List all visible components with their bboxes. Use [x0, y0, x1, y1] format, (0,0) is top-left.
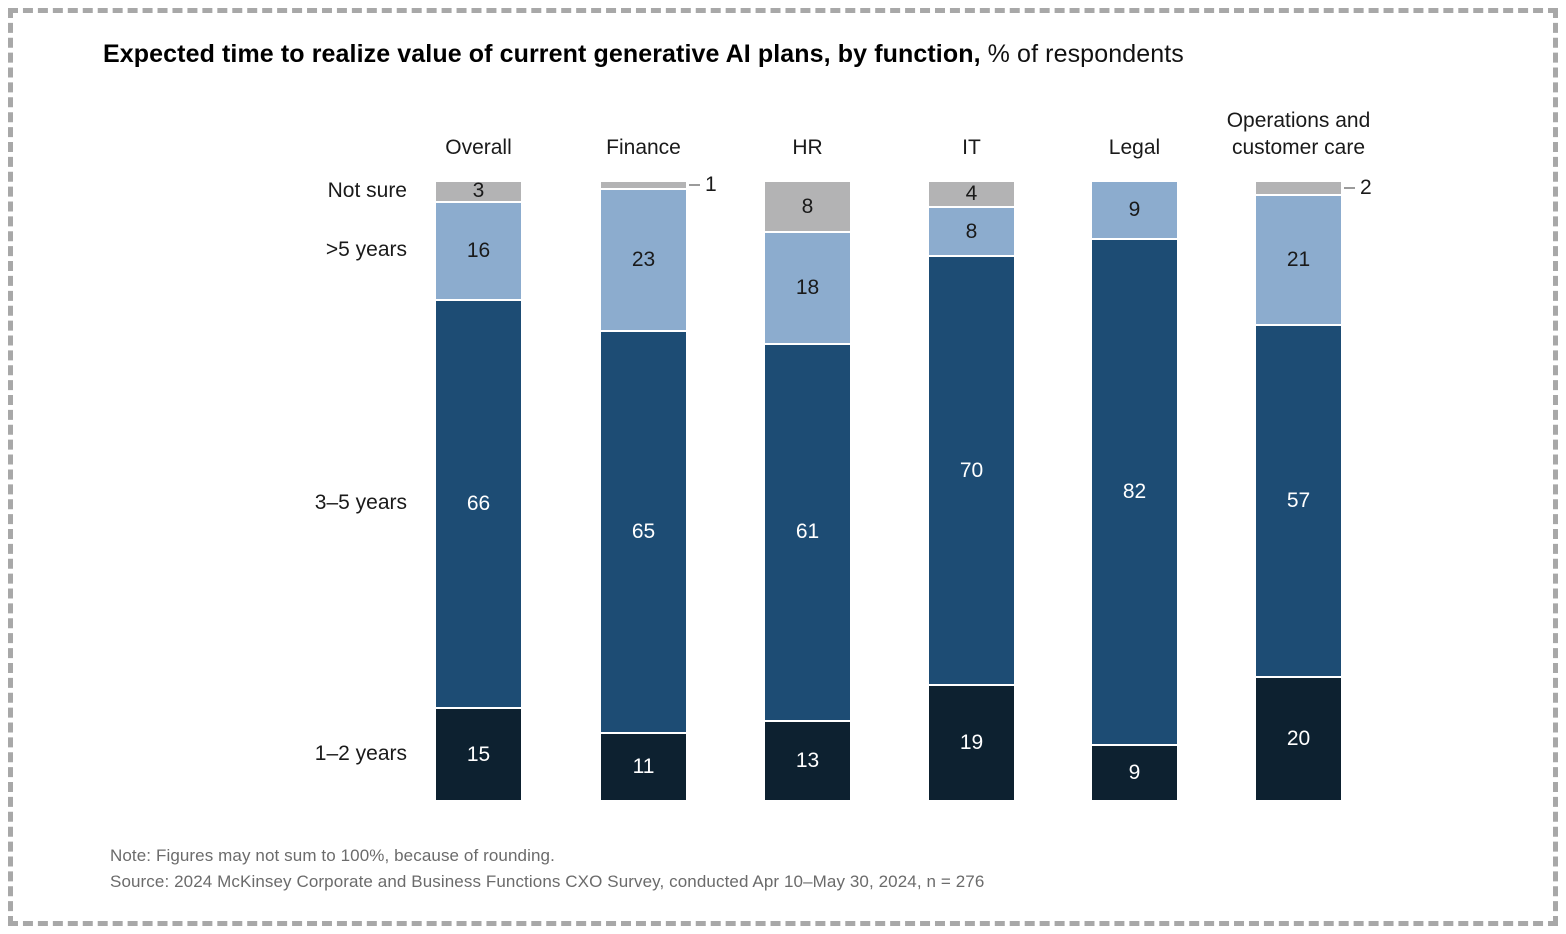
segment-value-label: 13 — [795, 748, 820, 772]
footnotes: Note: Figures may not sum to 100%, becau… — [110, 843, 984, 895]
bar-segment-finance-5-years: 23 — [601, 188, 686, 331]
segment-value-label: 9 — [1128, 761, 1141, 785]
chart-title-main: Expected time to realize value of curren… — [103, 40, 981, 68]
column-header-operations-and-customer-care: Operations and customer care — [1226, 109, 1371, 160]
column-header-it: IT — [962, 136, 981, 160]
bar-segment-it-1-2-years: 19 — [929, 683, 1014, 800]
bar-segment-finance-not-sure — [601, 182, 686, 189]
bar-column-operations-and-customer-care: 21 57 20 — [1256, 182, 1341, 800]
bar-segment-hr-1-2-years: 13 — [765, 719, 850, 800]
bar-segment-overall-5-years: 16 — [436, 200, 521, 300]
note-text: Note: Figures may not sum to 100%, becau… — [110, 846, 555, 865]
column-header-overall: Overall — [445, 136, 512, 160]
row-label-5-years: >5 years — [325, 237, 407, 261]
segment-value-label: 16 — [466, 238, 491, 262]
row-label-1-2-years: 1–2 years — [314, 741, 407, 765]
segment-value-label: 20 — [1286, 727, 1311, 751]
callout-value-label-operations-and-customer-care: 2 — [1360, 176, 1372, 200]
source-text: Source: 2024 McKinsey Corporate and Busi… — [110, 872, 985, 891]
segment-value-label: 18 — [795, 276, 820, 300]
bar-segment-operations-and-customer-care-3-5-years: 57 — [1256, 324, 1341, 677]
segment-value-label: 57 — [1286, 489, 1311, 513]
bar-segment-operations-and-customer-care-5-years: 21 — [1256, 194, 1341, 325]
bar-segment-overall-3-5-years: 66 — [436, 299, 521, 708]
row-label-3-5-years: 3–5 years — [314, 491, 407, 515]
callout-value-label-finance: 1 — [705, 173, 717, 197]
bar-column-finance: 23 65 11 — [601, 182, 686, 800]
row-label-not-sure: Not sure — [327, 179, 407, 203]
bar-segment-legal-5-years: 9 — [1092, 182, 1177, 238]
bar-column-legal: 9 82 9 — [1092, 182, 1177, 800]
bar-segment-it-not-sure: 4 — [929, 182, 1014, 207]
segment-value-label: 3 — [472, 179, 485, 203]
segment-value-label: 66 — [466, 492, 491, 516]
bar-segment-finance-1-2-years: 11 — [601, 731, 686, 800]
segment-value-label: 82 — [1122, 479, 1147, 503]
segment-value-label: 70 — [959, 458, 984, 482]
bar-segment-legal-1-2-years: 9 — [1092, 744, 1177, 800]
bar-segment-legal-3-5-years: 82 — [1092, 237, 1177, 745]
bar-segment-operations-and-customer-care-not-sure — [1256, 182, 1341, 195]
segment-value-label: 9 — [1128, 197, 1141, 221]
segment-value-label: 61 — [795, 520, 820, 544]
segment-value-label: 4 — [965, 182, 978, 206]
column-header-finance: Finance — [606, 136, 681, 160]
segment-value-label: 65 — [631, 520, 656, 544]
bar-segment-overall-1-2-years: 15 — [436, 707, 521, 800]
chart-title: Expected time to realize value of curren… — [103, 40, 1184, 69]
segment-value-label: 19 — [959, 730, 984, 754]
callout-line — [1344, 187, 1355, 190]
bar-segment-it-3-5-years: 70 — [929, 255, 1014, 684]
segment-value-label: 15 — [466, 742, 491, 766]
segment-value-label: 11 — [632, 754, 655, 778]
bar-segment-operations-and-customer-care-1-2-years: 20 — [1256, 676, 1341, 800]
segment-value-label: 8 — [801, 194, 814, 218]
bar-column-hr: 8 18 61 13 — [765, 182, 850, 800]
bar-segment-overall-not-sure: 3 — [436, 179, 521, 203]
segment-value-label: 21 — [1286, 248, 1311, 272]
callout-line — [689, 184, 700, 187]
bar-segment-hr-not-sure: 8 — [765, 182, 850, 232]
segment-value-label: 8 — [965, 219, 978, 243]
bar-segment-hr-5-years: 18 — [765, 231, 850, 343]
column-header-legal: Legal — [1108, 136, 1161, 160]
column-header-hr: HR — [792, 136, 823, 160]
segment-value-label: 23 — [631, 248, 656, 272]
bar-column-it: 4 8 70 19 — [929, 182, 1014, 800]
bar-segment-finance-3-5-years: 65 — [601, 330, 686, 732]
bar-segment-it-5-years: 8 — [929, 206, 1014, 256]
bar-segment-hr-3-5-years: 61 — [765, 342, 850, 720]
chart-title-unit: % of respondents — [980, 40, 1184, 68]
bar-column-overall: 3 16 66 15 — [436, 179, 521, 800]
